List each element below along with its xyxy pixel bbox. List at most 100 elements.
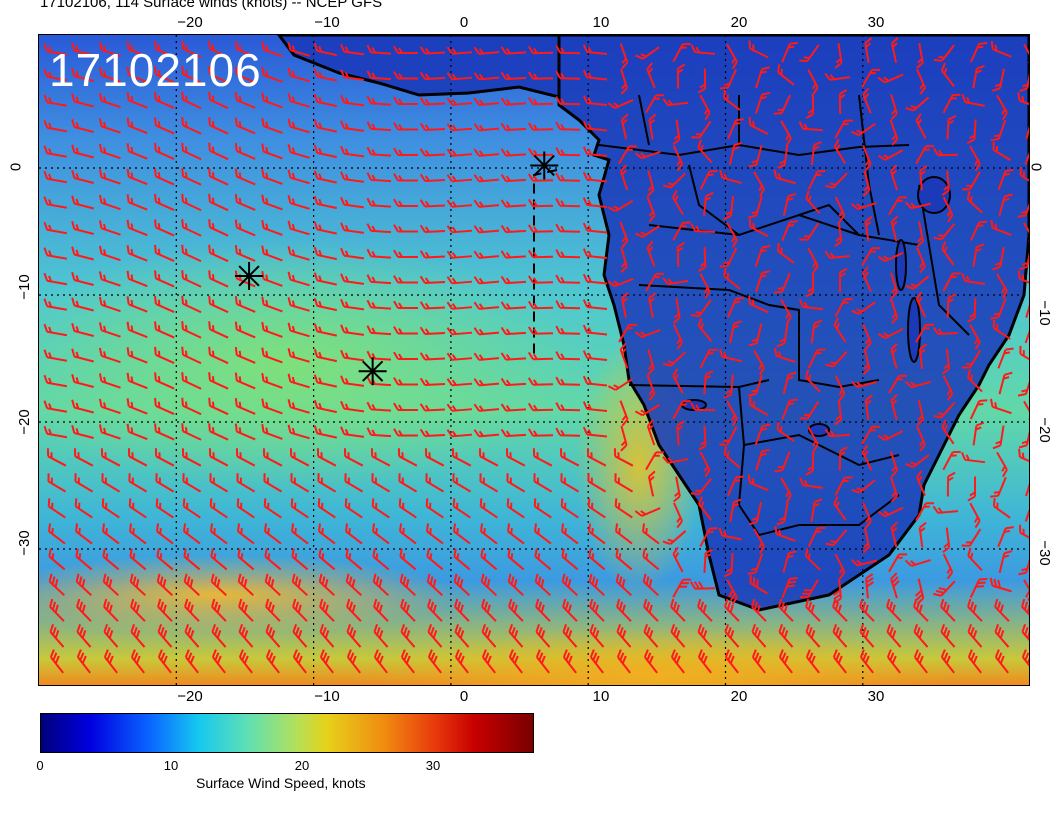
wind-barb: [614, 473, 634, 493]
wind-barb: [834, 553, 846, 580]
wind-barb: [98, 424, 121, 440]
wind-barb: [366, 146, 392, 157]
wind-barb: [372, 548, 390, 571]
wind-barb: [102, 573, 119, 597]
wind-barb: [877, 327, 904, 340]
wind-barb: [914, 578, 925, 605]
wind-barb: [672, 297, 681, 324]
wind-barb: [864, 215, 873, 242]
wind-barb: [727, 296, 745, 318]
wind-barb: [500, 428, 527, 438]
wind-barb: [942, 527, 951, 554]
wind-barb: [690, 402, 716, 412]
wind-barb: [859, 624, 875, 648]
wind-barb: [181, 372, 202, 390]
wind-barb: [208, 397, 229, 416]
wind-barb: [833, 138, 847, 165]
wind-barb: [527, 224, 554, 233]
wind-barb: [946, 115, 957, 140]
wind-barb: [561, 548, 579, 571]
wind-barb: [419, 224, 446, 234]
wind-barb: [719, 68, 737, 90]
wind-barb: [98, 41, 121, 58]
wind-barb: [313, 323, 337, 337]
wind-barb: [807, 426, 819, 452]
wind-barb: [748, 295, 769, 314]
wind-barb: [804, 548, 821, 571]
wind-barb: [673, 476, 681, 503]
wind-barb: [291, 523, 309, 545]
wind-barb: [427, 598, 443, 622]
wind-barb: [527, 198, 554, 208]
wind-barb: [473, 250, 500, 259]
wind-barb: [748, 116, 769, 135]
wind-barb: [208, 142, 229, 161]
wind-barb: [43, 196, 68, 209]
wind-barb: [961, 349, 981, 369]
wind-barb: [318, 548, 336, 571]
wind-barb: [728, 141, 743, 165]
wind-barb: [998, 193, 1013, 216]
wind-barb: [527, 402, 554, 412]
wind-barb: [446, 429, 473, 438]
wind-barb: [1017, 92, 1029, 109]
wind-barb: [393, 71, 419, 80]
wind-barb: [126, 270, 148, 288]
wind-barb: [824, 72, 851, 81]
wind-barb: [43, 68, 68, 82]
wind-barb: [208, 448, 229, 467]
wind-barb: [992, 425, 1005, 450]
wind-barb: [905, 454, 930, 468]
wind-barb: [344, 473, 364, 493]
wind-barb: [864, 394, 873, 421]
wind-barb: [181, 244, 202, 263]
top-tick-label: 20: [730, 14, 748, 31]
wind-barb: [992, 498, 1011, 519]
wind-barb: [43, 272, 68, 286]
wind-barb: [157, 649, 172, 674]
wind-barb: [210, 523, 228, 545]
wind-barb: [393, 300, 419, 310]
wind-barb: [776, 501, 789, 526]
wind-barb: [446, 301, 473, 310]
wind-barb: [527, 351, 554, 361]
wind-barb: [697, 139, 713, 164]
wind-barb: [967, 598, 983, 622]
wind-barb: [287, 348, 310, 363]
wind-barb: [208, 219, 229, 237]
left-tick-label: 0: [7, 162, 25, 172]
wind-barb: [748, 145, 763, 168]
wind-barb: [727, 475, 745, 497]
wind-barb: [340, 273, 365, 285]
wind-barb: [672, 578, 691, 598]
wind-barb: [287, 220, 310, 236]
wind-barb: [915, 145, 934, 165]
wind-barb: [71, 42, 94, 57]
wind-map[interactable]: 17102106: [38, 34, 1030, 686]
wind-barb: [942, 93, 961, 114]
wind-barb: [126, 347, 148, 364]
wind-speed-colorbar: [40, 713, 534, 753]
wind-barb: [317, 498, 336, 519]
wind-barb: [366, 172, 392, 183]
wind-barb: [778, 598, 794, 622]
wind-barb: [393, 147, 419, 157]
wind-barb: [774, 451, 791, 473]
wind-barb: [1024, 500, 1029, 522]
wind-barb: [473, 174, 500, 183]
wind-barb: [287, 297, 310, 312]
wind-barb: [589, 624, 605, 648]
wind-barb: [262, 448, 283, 467]
wind-barb: [74, 498, 93, 519]
lat-lon-grid: [39, 35, 1029, 685]
wind-barb: [643, 598, 659, 622]
wind-barb: [861, 425, 880, 445]
wind-barb: [235, 448, 256, 467]
wind-barb: [154, 397, 175, 415]
wind-barb: [998, 550, 1013, 573]
wind-barb: [393, 198, 419, 208]
wind-barb: [620, 425, 628, 452]
wind-barb: [776, 323, 789, 348]
wind-barb: [862, 266, 872, 293]
wind-barb: [587, 473, 607, 493]
